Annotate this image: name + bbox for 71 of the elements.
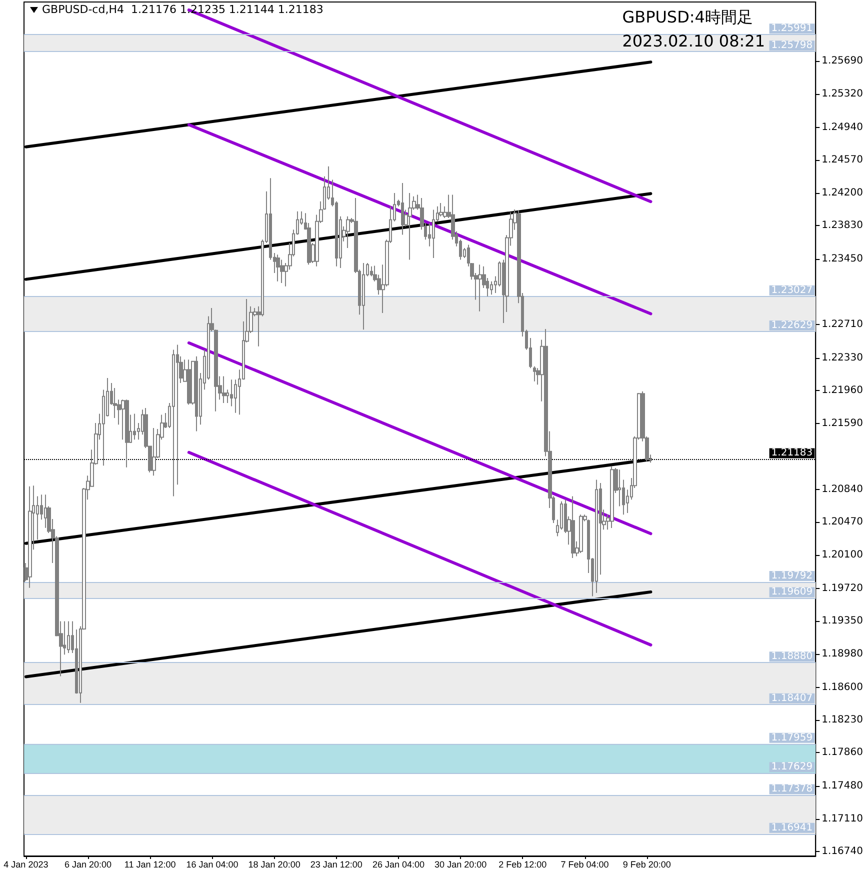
candlestick	[222, 376, 226, 404]
candlestick	[579, 514, 583, 554]
ref-line-label: 1.21183	[771, 448, 813, 459]
x-tick-label: 2 Feb 12:00	[498, 860, 547, 870]
ref-line-label: 1.18407	[771, 692, 813, 704]
x-tick-label: 26 Jan 04:00	[372, 860, 425, 870]
x-tick-label: 16 Jan 04:00	[186, 860, 238, 870]
y-tick-label: 1.20470	[822, 516, 864, 528]
ref-line-label: 1.25991	[771, 23, 813, 34]
x-tick-label: 11 Jan 12:00	[124, 860, 176, 870]
candlestick	[432, 209, 435, 259]
candlestick	[67, 620, 70, 654]
candlestick	[28, 486, 32, 588]
candlestick	[533, 366, 536, 382]
y-tick-label: 1.25690	[822, 56, 864, 67]
candlestick	[401, 182, 404, 236]
y-tick-label: 1.19350	[822, 616, 864, 627]
y-tick-label: 1.20100	[822, 549, 864, 560]
ref-line-label: 1.19792	[771, 570, 813, 582]
y-tick-label: 1.22330	[822, 352, 864, 364]
y-tick-label: 1.19720	[822, 582, 864, 594]
x-tick-label: 30 Jan 20:00	[434, 860, 487, 870]
candlestick	[595, 479, 598, 594]
candlestick	[133, 413, 136, 440]
ref-line-label: 1.17378	[771, 784, 813, 795]
y-tick-label: 1.24940	[822, 122, 864, 133]
candlestick	[276, 254, 280, 282]
y-tick-label: 1.25320	[822, 88, 864, 100]
ref-line-label: 1.16941	[771, 822, 813, 834]
y-tick-label: 1.24570	[822, 154, 864, 166]
text: 2023.02.10 08:21	[622, 32, 766, 50]
y-tick-label: 1.21590	[822, 418, 864, 429]
candlestick	[152, 428, 156, 476]
ref-line-label: 1.18880	[771, 651, 813, 662]
y-tick-label: 1.21960	[822, 385, 864, 396]
candlestick	[571, 496, 575, 558]
y-tick-label: 1.17110	[822, 813, 864, 824]
ref-line-label: 1.22629	[771, 320, 813, 331]
candlestick	[610, 466, 614, 528]
x-tick-label: 6 Jan 20:00	[64, 860, 112, 870]
y-tick-label: 1.24200	[822, 187, 864, 198]
ref-line-label: 1.23027	[771, 284, 813, 296]
y-tick-label: 1.23450	[822, 253, 864, 264]
x-tick-label: 7 Feb 04:00	[560, 860, 609, 870]
chart-title: GBPUSD:4時間足	[622, 8, 753, 26]
y-tick-label: 1.17480	[822, 780, 864, 792]
candlestick	[362, 262, 365, 330]
ref-line-label: 1.19609	[771, 586, 813, 598]
y-tick-label: 1.17860	[822, 747, 864, 758]
candlestick	[478, 264, 482, 312]
y-tick-label: 1.20840	[822, 484, 864, 495]
y-tick-label: 1.16740	[822, 846, 864, 858]
ref-line-label: 1.17629	[771, 762, 813, 773]
candlestick	[346, 216, 350, 249]
y-tick-label: 1.18980	[822, 648, 864, 660]
candlestick	[125, 399, 129, 468]
candlestick	[490, 280, 493, 296]
candlestick	[408, 192, 412, 260]
x-tick-label: 23 Jan 12:00	[310, 860, 362, 870]
y-tick-label: 1.23830	[822, 220, 864, 231]
y-tick-label: 1.18230	[822, 714, 864, 726]
y-tick-label: 1.18600	[822, 682, 864, 693]
x-tick-label: 9 Feb 20:00	[622, 860, 671, 870]
y-tick-label: 1.22710	[822, 318, 864, 330]
x-tick-label: 18 Jan 20:00	[248, 860, 300, 870]
ref-line-label: 1.25798	[771, 40, 813, 52]
annotation: GBPUSD-cd,H4 1.21176 1.21235 1.21144 1.21183	[42, 3, 324, 16]
candlestick	[187, 359, 191, 406]
ref-line-label: 1.17959	[771, 732, 813, 744]
x-tick-label: 4 Jan 2023	[4, 860, 48, 870]
candlestick	[195, 356, 198, 432]
